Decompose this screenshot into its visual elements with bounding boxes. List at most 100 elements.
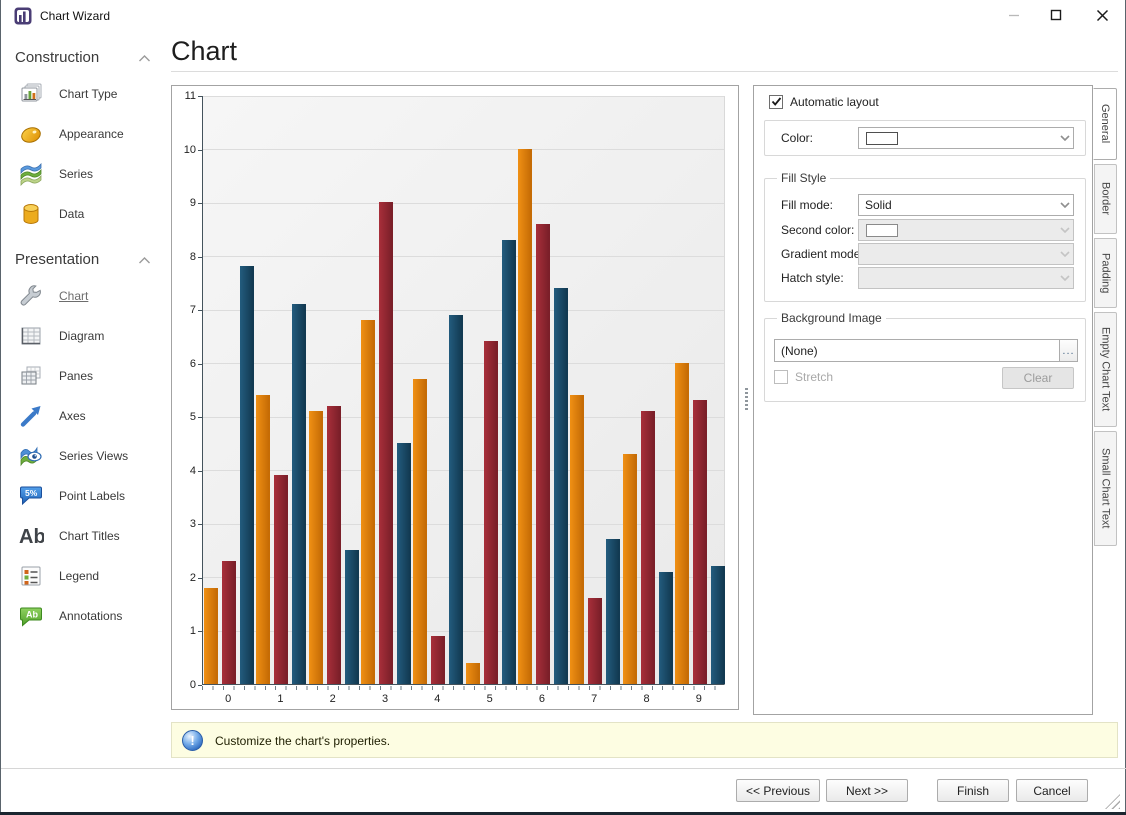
bar xyxy=(240,266,255,684)
info-icon: ! xyxy=(182,730,203,751)
svg-text:5%: 5% xyxy=(25,488,38,498)
previous-button[interactable]: << Previous xyxy=(736,779,820,802)
cancel-button[interactable]: Cancel xyxy=(1016,779,1088,802)
sidebar-item-diagram[interactable]: Diagram xyxy=(1,316,167,356)
status-message: Customize the chart's properties. xyxy=(215,734,391,748)
bar xyxy=(222,560,237,684)
y-axis-tick xyxy=(198,685,202,686)
chevron-down-icon xyxy=(1056,220,1073,240)
sidebar-item-chart-titles[interactable]: Ab Chart Titles xyxy=(1,516,167,556)
sidebar-item-annotations[interactable]: Ab Annotations xyxy=(1,596,167,636)
gridline xyxy=(203,416,724,418)
sidebar-item-appearance[interactable]: Appearance xyxy=(1,114,167,154)
tab-border[interactable]: Border xyxy=(1094,164,1117,234)
second-color-swatch xyxy=(866,223,898,237)
color-dropdown[interactable] xyxy=(858,127,1074,149)
sidebar-item-axes[interactable]: Axes xyxy=(1,396,167,436)
sidebar-item-label: Chart Type xyxy=(59,87,118,101)
bar xyxy=(465,662,480,684)
gridline xyxy=(203,630,724,632)
close-icon xyxy=(1096,9,1108,21)
tab-empty-chart-text[interactable]: Empty Chart Text xyxy=(1094,312,1117,427)
bar xyxy=(308,410,323,684)
bar xyxy=(361,319,376,684)
bar xyxy=(606,539,621,684)
maximize-button[interactable] xyxy=(1039,0,1073,30)
gradient-mode-dropdown xyxy=(858,243,1074,265)
sidebar-item-label: Chart xyxy=(59,289,89,303)
sidebar-section-presentation[interactable]: Presentation xyxy=(1,242,167,276)
sidebar-item-label: Diagram xyxy=(59,329,105,343)
sidebar-item-data[interactable]: Data xyxy=(1,194,167,234)
status-bar: ! Customize the chart's properties. xyxy=(171,722,1118,758)
tab-small-chart-text[interactable]: Small Chart Text xyxy=(1094,431,1117,546)
sidebar-item-label: Appearance xyxy=(59,127,124,141)
category-group-6 xyxy=(517,96,569,684)
automatic-layout-checkbox[interactable]: Automatic layout xyxy=(769,95,879,109)
color-group: Color: xyxy=(764,120,1086,156)
browse-button[interactable]: ... xyxy=(1060,339,1078,362)
sidebar-item-chart-type[interactable]: Chart Type xyxy=(1,74,167,114)
automatic-layout-label: Automatic layout xyxy=(790,95,879,109)
panel-splitter[interactable] xyxy=(742,85,752,710)
bar xyxy=(658,571,673,684)
y-axis-label: 11 xyxy=(184,90,196,102)
y-axis-label: 10 xyxy=(183,143,196,156)
x-axis-label: 7 xyxy=(591,693,598,705)
y-axis-label: 8 xyxy=(189,250,196,263)
hatch-style-dropdown xyxy=(858,267,1074,289)
bar xyxy=(501,239,516,684)
y-axis-tick xyxy=(198,470,202,472)
sidebar-item-series-views[interactable]: Series Views xyxy=(1,436,167,476)
legend-icon xyxy=(18,563,44,589)
panel-tab-strip: General Border Padding Empty Chart Text Smal… xyxy=(1093,88,1119,550)
sidebar-item-chart[interactable]: Chart xyxy=(1,276,167,316)
category-group-5 xyxy=(464,96,516,684)
bar xyxy=(292,303,307,684)
resize-grip-icon[interactable] xyxy=(1105,794,1120,809)
tab-padding[interactable]: Padding xyxy=(1094,238,1117,308)
y-axis-tick xyxy=(198,577,202,579)
sidebar-section-construction[interactable]: Construction xyxy=(1,40,167,74)
bar xyxy=(674,362,689,684)
bar xyxy=(449,314,464,684)
sidebar-item-label: Legend xyxy=(59,569,100,583)
bar xyxy=(256,394,271,684)
y-axis-tick xyxy=(198,631,202,633)
bar xyxy=(431,635,446,684)
chart-plot-area xyxy=(202,95,725,685)
y-axis-tick xyxy=(198,417,202,419)
y-axis-tick xyxy=(198,363,202,365)
bar xyxy=(640,410,655,684)
sidebar-item-panes[interactable]: Panes xyxy=(1,356,167,396)
sidebar-item-legend[interactable]: Legend xyxy=(1,556,167,596)
bar xyxy=(413,378,428,684)
category-group-0 xyxy=(203,96,255,684)
next-button[interactable]: Next >> xyxy=(826,779,908,802)
fill-mode-dropdown[interactable]: Solid xyxy=(858,194,1074,216)
wizard-sidebar: Construction Chart Type Appearance Series Da… xyxy=(1,32,167,812)
series-views-icon xyxy=(18,443,44,469)
x-axis-label: 4 xyxy=(434,693,441,705)
y-axis-label: 0 xyxy=(189,679,196,691)
splitter-grip-icon xyxy=(745,388,748,411)
sidebar-item-point-labels[interactable]: 5% Point Labels xyxy=(1,476,167,516)
bar xyxy=(397,443,412,684)
background-image-field[interactable]: (None) xyxy=(774,339,1060,362)
close-button[interactable] xyxy=(1085,0,1119,30)
bar xyxy=(517,148,532,684)
bar xyxy=(204,587,219,684)
sidebar-item-series[interactable]: Series xyxy=(1,154,167,194)
y-axis-label: 1 xyxy=(189,625,196,638)
sidebar-item-label: Panes xyxy=(59,369,94,383)
gridline xyxy=(203,95,724,97)
finish-button[interactable]: Finish xyxy=(937,779,1009,802)
color-swatch xyxy=(866,131,898,145)
bar xyxy=(483,341,498,684)
gridline xyxy=(203,309,724,311)
tab-general[interactable]: General xyxy=(1093,88,1117,160)
minimize-button[interactable] xyxy=(997,0,1031,30)
maximize-icon xyxy=(1050,9,1062,21)
category-group-1 xyxy=(255,96,307,684)
